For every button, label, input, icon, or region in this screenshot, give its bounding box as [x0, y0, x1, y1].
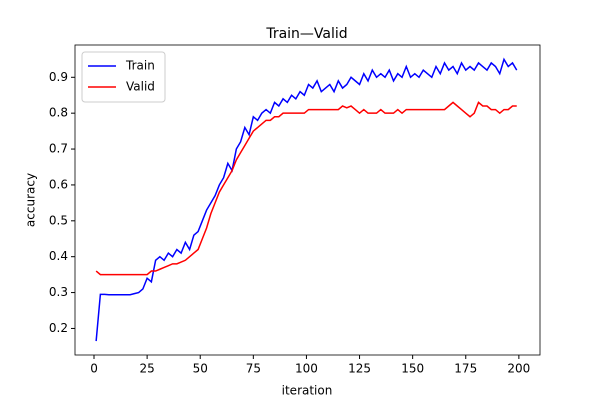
- chart-title: Train—Valid: [265, 26, 347, 42]
- x-tick-label: 100: [295, 362, 318, 376]
- legend-box: [81, 51, 166, 103]
- y-tick-label: 0.7: [49, 142, 68, 156]
- x-tick-label: 50: [193, 362, 208, 376]
- x-tick-label: 75: [246, 362, 261, 376]
- x-tick-label: 200: [507, 362, 530, 376]
- y-tick-label: 0.3: [49, 285, 68, 299]
- y-tick-label: 0.5: [49, 213, 68, 227]
- x-tick-label: 25: [139, 362, 154, 376]
- x-tick-label: 125: [348, 362, 371, 376]
- legend-label: Valid: [126, 80, 155, 94]
- y-tick-label: 0.8: [49, 106, 68, 120]
- y-tick-label: 0.9: [49, 70, 68, 84]
- plot-frame: [74, 44, 541, 356]
- x-tick-label: 175: [454, 362, 477, 376]
- x-tick-label: 150: [401, 362, 424, 376]
- x-tick-label: 0: [90, 362, 98, 376]
- series-line: [95, 101, 517, 276]
- y-tick-label: 0.4: [49, 249, 68, 263]
- series-line: [95, 57, 518, 342]
- y-tick-label: 0.2: [49, 321, 68, 335]
- y-axis-label: accuracy: [24, 173, 38, 227]
- x-axis-label: iteration: [282, 384, 333, 398]
- y-tick-label: 0.6: [49, 177, 68, 191]
- legend-label: Train: [125, 59, 155, 73]
